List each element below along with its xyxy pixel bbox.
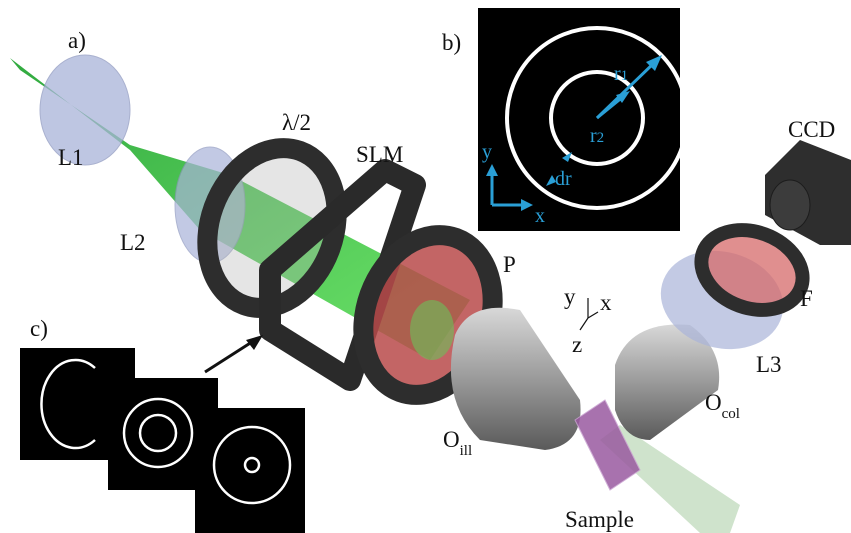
- axis-y: y: [564, 284, 576, 309]
- label-sample: Sample: [565, 507, 634, 532]
- label-o-ill-sub: ill: [460, 443, 473, 459]
- half-wave-plate: [197, 138, 347, 318]
- label-o-ill: O: [443, 427, 460, 452]
- lens-l1: [39, 54, 131, 166]
- label-o-col: O: [705, 390, 722, 415]
- inset-x: x: [535, 205, 545, 227]
- filter: [694, 223, 810, 317]
- label-ccd: CCD: [788, 117, 835, 142]
- beam-spot: [410, 300, 454, 360]
- svg-text:r2: r2: [590, 125, 604, 147]
- sample: [574, 399, 641, 491]
- label-slm: SLM: [356, 142, 403, 167]
- axis-x: x: [600, 290, 612, 315]
- objective-ill: [450, 307, 581, 450]
- dr-label: dr: [555, 168, 572, 190]
- label-o-col-sub: col: [722, 406, 740, 422]
- label-f: F: [800, 286, 813, 311]
- label-p: P: [503, 252, 516, 277]
- label-l1: L1: [58, 145, 84, 170]
- r1-sub: 1: [621, 68, 629, 84]
- axes-glyph: [579, 298, 599, 331]
- inset-y: y: [482, 141, 492, 163]
- arrow: [204, 338, 256, 374]
- pattern-frames: [20, 348, 305, 533]
- output-beam: [600, 425, 740, 533]
- r1-label: r: [614, 63, 621, 85]
- axis-z: z: [572, 332, 582, 357]
- panel-c: c): [30, 316, 48, 341]
- r2-label: r: [590, 125, 597, 147]
- inset-b: r1 r2 dr y x: [478, 8, 689, 231]
- panel-b: b): [442, 30, 461, 55]
- label-l2: L2: [120, 230, 146, 255]
- label-halfwave: λ/2: [282, 110, 311, 135]
- svg-text:r1: r1: [614, 63, 628, 85]
- arrow-head: [246, 335, 263, 350]
- objective-col: [615, 324, 720, 440]
- svg-text:Oill: Oill: [443, 427, 472, 459]
- r2-sub: 2: [597, 130, 605, 146]
- panel-a: a): [68, 28, 86, 53]
- label-l3: L3: [756, 352, 782, 377]
- svg-text:Ocol: Ocol: [705, 390, 740, 422]
- ccd-port: [769, 179, 811, 231]
